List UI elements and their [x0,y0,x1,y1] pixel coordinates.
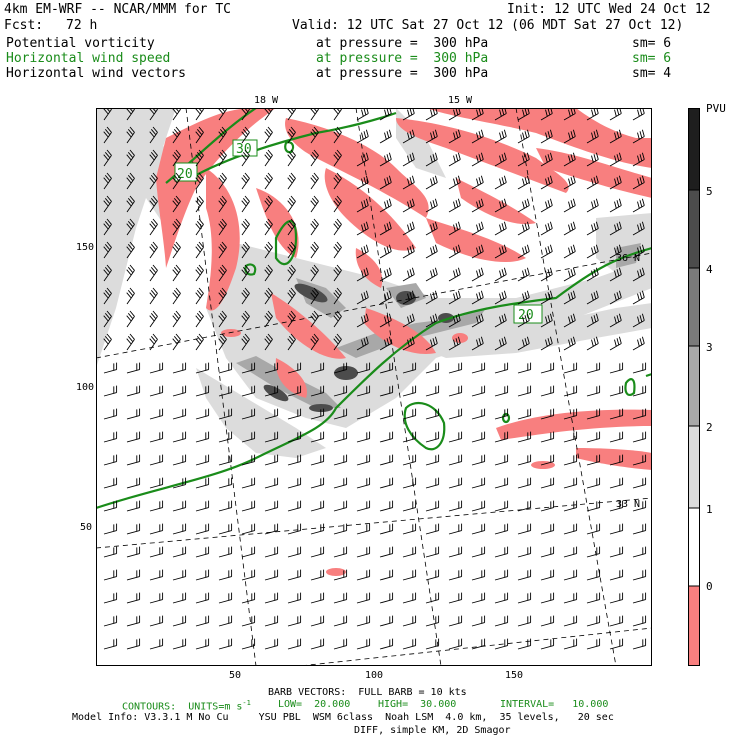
contour-label-20a: 20 [177,167,193,182]
x-tick-100: 100 [365,670,384,681]
y-tick-150: 150 [76,242,95,253]
x-tick-150: 150 [505,670,524,681]
contour-high: HIGH= 30.000 [378,699,457,710]
field-name-wvec: Horizontal wind vectors [6,66,187,81]
field-name-wspd: Horizontal wind speed [6,51,171,66]
model-info: Model Info: V3.3.1 M No Cu YSU PBL WSM 6… [72,712,614,723]
forecast-label: Fcst: [4,18,44,33]
lon-label-18w: 18 W [254,95,279,106]
colorbar-label-5: 5 [706,185,713,198]
lon-label-15w: 15 W [448,95,473,106]
field-name-pv: Potential vorticity [6,36,155,51]
field-smooth-wspd: sm= 6 [632,51,672,66]
map-frame [96,108,652,666]
lat-label-36n: 36 N [616,253,640,264]
field-smooth-wvec: sm= 4 [632,66,672,81]
y-tick-100: 100 [76,382,95,393]
lat-label-33n: 33 N [616,499,640,510]
contour-labels: 30 20 20 [174,139,543,324]
colorbar-label-1: 1 [706,503,713,516]
barb-legend: BARB VECTORS: FULL BARB = 10 kts [268,687,467,698]
x-tick-50: 50 [229,670,242,681]
contour-interval: INTERVAL= 10.000 [500,699,609,710]
colorbar-unit: PVU [706,102,726,115]
forecast-hour: 72 h [66,18,98,33]
wind-barb-field [103,108,647,650]
contour-low: LOW= 20.000 [278,699,351,710]
valid-time: Valid: 12 UTC Sat 27 Oct 12 (06 MDT Sat … [292,18,684,33]
field-level-pv: at pressure = 300 hPa [316,36,489,51]
field-smooth-pv: sm= 6 [632,36,672,51]
colorbar-label-0: 0 [706,580,713,593]
contour-units: CONTOURS: UNITS=m s-1 [122,699,251,713]
model-title: 4km EM-WRF -- NCAR/MMM for TC [4,2,231,17]
wind-barbs [103,108,647,650]
contour-label-20b: 20 [518,308,534,323]
model-diff: DIFF, simple KM, 2D Smagor [354,725,511,736]
init-time: Init: 12 UTC Wed 24 Oct 12 [507,2,711,17]
colorbar-label-4: 4 [706,263,713,276]
pv-colorbar [688,108,700,666]
pv-wind-map: 30 20 20 36 N 33 N [96,108,652,666]
y-tick-50: 50 [80,522,93,533]
field-level-wvec: at pressure = 300 hPa [316,66,489,81]
colorbar-label-3: 3 [706,341,713,354]
colorbar-label-2: 2 [706,421,713,434]
field-level-wspd: at pressure = 300 hPa [316,51,489,66]
